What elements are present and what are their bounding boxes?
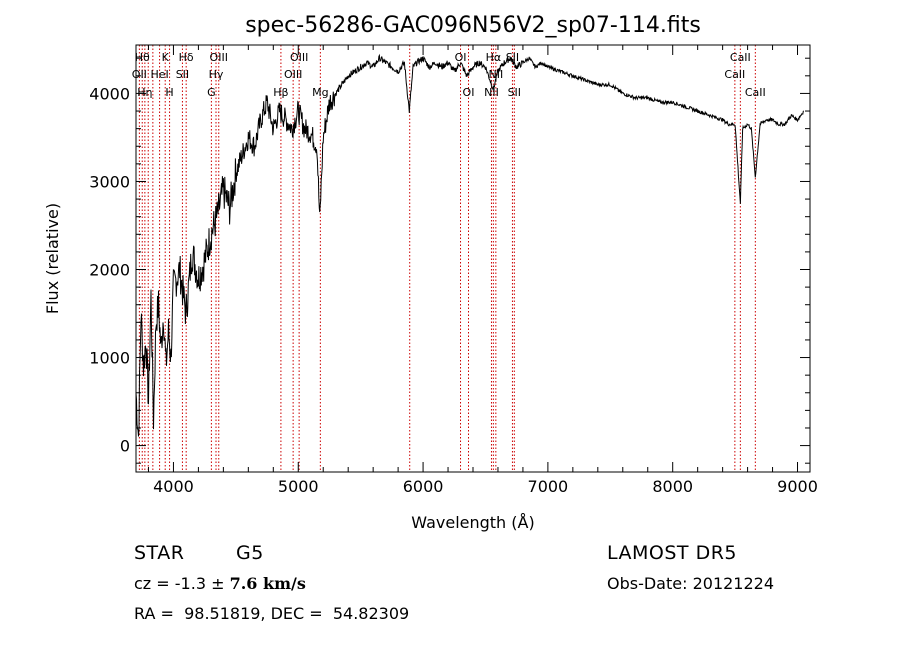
marker-label-5: HeI	[150, 68, 168, 81]
x-tick-label-4: 8000	[652, 477, 693, 496]
y-tick-label-4: 4000	[89, 84, 130, 103]
object-class: STAR	[134, 542, 185, 564]
marker-label-23: SII	[506, 51, 519, 64]
marker-label-8: SII	[176, 68, 189, 81]
marker-label-0: OII	[132, 68, 147, 81]
obs-date: Obs-Date: 20121224	[607, 574, 775, 593]
marker-label-12: OIII	[210, 51, 228, 64]
marker-label-14: OIII	[284, 68, 302, 81]
marker-label-27: CaII	[745, 86, 766, 99]
marker-label-19: OI	[463, 86, 475, 99]
object-subclass: G5	[236, 542, 264, 564]
marker-label-15: OIII	[290, 51, 308, 64]
marker-label-10: G	[207, 86, 216, 99]
marker-label-9: Hδ	[179, 51, 194, 64]
plot-frame	[135, 44, 811, 473]
survey-name: LAMOST DR5	[607, 542, 737, 564]
marker-label-24: SII	[508, 86, 521, 99]
x-tick-label-2: 6000	[403, 477, 444, 496]
marker-label-7: H	[165, 86, 173, 99]
marker-label-1: Hθ	[135, 51, 150, 64]
marker-label-21: Hα	[486, 51, 502, 64]
marker-label-6: K	[162, 51, 170, 64]
spectrum-line	[135, 53, 804, 437]
marker-label-11: Hγ	[209, 68, 224, 81]
y-tick-label-2: 2000	[89, 261, 130, 280]
marker-label-20: NII	[484, 86, 499, 99]
x-tick-label-0: 4000	[153, 477, 194, 496]
x-tick-label-3: 7000	[528, 477, 569, 496]
chart-title: spec-56286-GAC096N56V2_sp07-114.fits	[245, 13, 701, 38]
y-axis-label: Flux (relative)	[43, 203, 62, 314]
y-tick-label-3: 3000	[89, 172, 130, 191]
marker-label-2: Hη	[137, 86, 152, 99]
ra-dec: RA = 98.51819, DEC = 54.82309	[134, 604, 410, 623]
x-tick-label-1: 5000	[278, 477, 319, 496]
x-axis-label: Wavelength (Å)	[411, 513, 534, 532]
marker-label-16: Mg	[312, 86, 328, 99]
marker-label-18: OI	[455, 51, 467, 64]
x-tick-label-5: 9000	[777, 477, 818, 496]
y-tick-label-1: 1000	[89, 349, 130, 368]
marker-label-25: CaII	[724, 68, 745, 81]
y-tick-label-0: 0	[120, 437, 130, 456]
marker-label-13: Hβ	[273, 86, 288, 99]
redshift-line: cz = -1.3 ± 7.6 km/s	[134, 574, 306, 593]
cz-prefix: cz = -1.3 ±	[134, 574, 230, 593]
marker-label-26: CaII	[730, 51, 751, 64]
cz-value: 7.6 km/s	[229, 574, 306, 593]
